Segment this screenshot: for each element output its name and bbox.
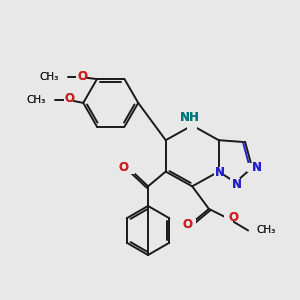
Text: O: O — [228, 211, 239, 224]
Text: N: N — [232, 178, 242, 191]
Text: O: O — [77, 70, 87, 83]
Text: CH₃: CH₃ — [40, 72, 59, 82]
Text: O: O — [64, 92, 74, 106]
Text: O: O — [64, 92, 74, 106]
Bar — [186, 219, 196, 228]
Bar — [64, 95, 74, 104]
Bar — [230, 178, 240, 187]
Text: O: O — [118, 161, 128, 174]
Text: N: N — [252, 161, 262, 174]
Text: CH₃: CH₃ — [256, 226, 275, 236]
Bar — [187, 121, 197, 130]
Bar — [247, 163, 257, 172]
Text: CH₃: CH₃ — [256, 226, 275, 236]
Text: O: O — [118, 161, 128, 174]
Bar — [76, 73, 86, 82]
Text: CH₃: CH₃ — [27, 95, 46, 105]
Text: CH₃: CH₃ — [40, 72, 59, 82]
Bar — [224, 214, 233, 223]
Text: NH: NH — [180, 111, 200, 124]
Bar — [125, 165, 135, 174]
Text: N: N — [215, 166, 225, 179]
Text: N: N — [215, 166, 225, 179]
Text: N: N — [252, 161, 262, 174]
Text: O: O — [182, 218, 192, 231]
Text: CH₃: CH₃ — [27, 95, 46, 105]
Text: O: O — [182, 218, 192, 231]
Text: NH: NH — [180, 111, 200, 124]
Bar — [214, 167, 224, 176]
Text: O: O — [77, 70, 87, 83]
Text: N: N — [232, 178, 242, 191]
Text: O: O — [228, 211, 239, 224]
